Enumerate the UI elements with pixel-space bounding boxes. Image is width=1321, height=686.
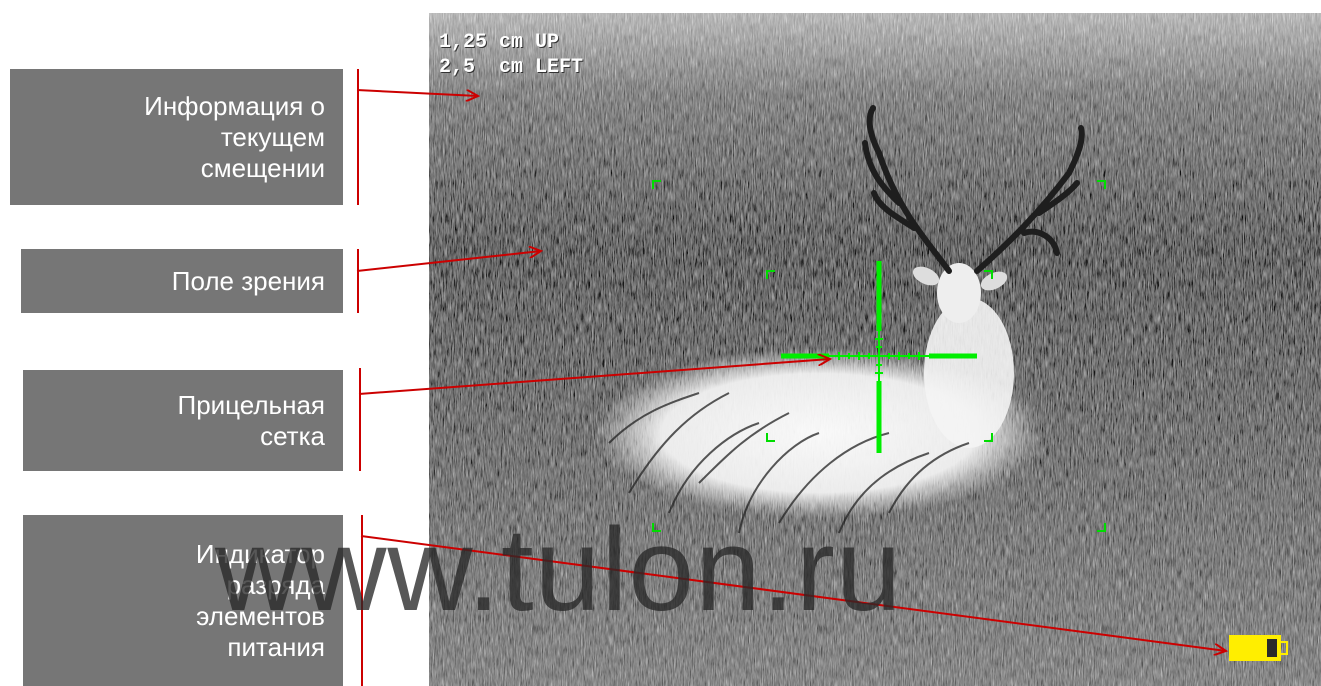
label-offset-info-line2: текущем xyxy=(220,121,325,152)
field-of-view-frame xyxy=(652,180,1106,532)
corner-bracket-icon xyxy=(766,433,775,442)
label-field-of-view: Поле зрения xyxy=(21,249,343,313)
bracket-reticle xyxy=(359,368,361,471)
corner-bracket-icon xyxy=(984,270,993,279)
label-reticle: Прицельная сетка xyxy=(23,370,343,471)
corner-bracket-icon xyxy=(1097,523,1106,532)
crosshair-icon xyxy=(781,261,977,453)
corner-bracket-icon xyxy=(652,523,661,532)
corner-bracket-icon xyxy=(984,433,993,442)
label-offset-info-line1: Информация о xyxy=(144,90,325,121)
corner-bracket-icon xyxy=(652,180,661,189)
label-field-of-view-line1: Поле зрения xyxy=(171,265,325,296)
osd-offset-vertical: 1,25 cm UP xyxy=(439,31,560,54)
label-battery-line3: элементов xyxy=(196,600,325,631)
osd-offset-horizontal: 2,5 cm LEFT xyxy=(439,56,584,79)
label-battery-line2: разряда xyxy=(226,569,325,600)
label-battery-line1: Индикатор xyxy=(195,538,325,569)
label-reticle-line2: сетка xyxy=(260,420,325,451)
bracket-offset-info xyxy=(357,69,359,205)
label-battery-line4: питания xyxy=(227,631,325,662)
corner-bracket-icon xyxy=(1097,180,1106,189)
bracket-field-of-view xyxy=(357,249,359,313)
label-reticle-line1: Прицельная xyxy=(177,389,325,420)
label-offset-info-line3: смещении xyxy=(200,152,325,183)
corner-bracket-icon xyxy=(766,270,775,279)
battery-icon xyxy=(1229,635,1288,661)
label-offset-info: Информация о текущем смещении xyxy=(10,69,343,205)
label-battery-indicator: Индикатор разряда элементов питания xyxy=(23,515,343,686)
watermark: www.tulon.ru xyxy=(215,504,903,636)
